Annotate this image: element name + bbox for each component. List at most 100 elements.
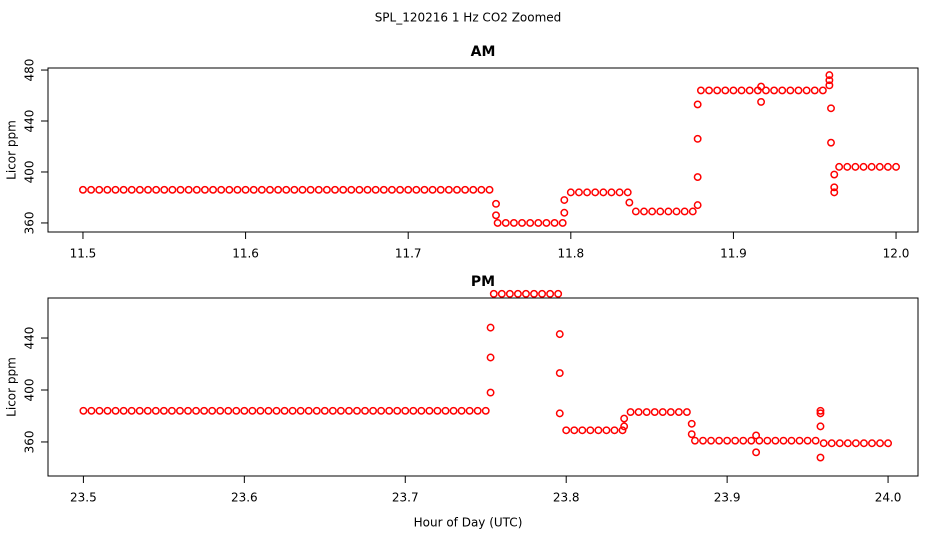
x-axis-label: Hour of Day (UTC) (414, 516, 523, 530)
point (264, 406, 273, 415)
point (827, 138, 835, 147)
point (816, 453, 825, 462)
point (830, 183, 839, 192)
point (184, 185, 193, 194)
point (347, 185, 356, 194)
point (680, 207, 689, 216)
point (825, 76, 834, 85)
point (693, 173, 702, 182)
y-tick-label: 360 (23, 211, 37, 234)
point (344, 406, 353, 415)
point (312, 406, 321, 415)
point (379, 185, 388, 194)
point (176, 406, 184, 415)
point (119, 406, 128, 415)
point (225, 185, 234, 194)
point (843, 162, 852, 171)
point (867, 162, 876, 171)
point (810, 86, 819, 95)
point (827, 439, 836, 448)
x-tick-label: 11.8 (557, 247, 584, 261)
point (444, 185, 453, 194)
point (298, 185, 307, 194)
point (752, 448, 761, 457)
point (562, 426, 571, 435)
point (835, 162, 844, 171)
point (642, 408, 651, 417)
point (778, 86, 787, 95)
point (441, 406, 450, 415)
point (486, 323, 495, 332)
point (465, 406, 474, 415)
point (159, 406, 168, 415)
point (192, 406, 201, 415)
point (420, 185, 429, 194)
y-axis-label: Licor ppm (5, 357, 19, 417)
point (693, 100, 702, 109)
point (656, 207, 665, 216)
point (779, 436, 788, 445)
point (522, 289, 530, 298)
y-tick-label: 400 (23, 379, 37, 402)
point (830, 188, 839, 197)
point (830, 170, 839, 179)
y-tick-label: 400 (23, 161, 37, 184)
point (127, 406, 136, 415)
point (209, 185, 218, 194)
point (184, 406, 192, 415)
point (79, 185, 87, 194)
point (721, 86, 730, 95)
point (282, 185, 291, 194)
point (518, 219, 526, 227)
point (771, 436, 780, 445)
point (492, 211, 500, 220)
point (103, 406, 112, 415)
point (95, 406, 104, 415)
point (843, 439, 852, 448)
point (555, 409, 564, 418)
point (449, 406, 458, 415)
point (739, 436, 748, 445)
x-tick-label: 23.5 (70, 491, 97, 505)
point (272, 406, 281, 415)
point (558, 219, 567, 227)
point (623, 188, 632, 197)
point (393, 406, 402, 415)
point (257, 185, 266, 194)
point (648, 207, 657, 216)
point (160, 185, 169, 194)
point (233, 185, 242, 194)
point (501, 219, 510, 227)
point (481, 406, 490, 415)
point (168, 185, 177, 194)
point (457, 406, 466, 415)
point (693, 201, 702, 210)
point (707, 436, 715, 445)
point (176, 185, 185, 194)
point (762, 86, 770, 95)
point (232, 406, 241, 415)
point (693, 134, 702, 143)
point (835, 439, 844, 448)
point (369, 406, 378, 415)
point (240, 406, 249, 415)
point (550, 219, 559, 227)
point (425, 406, 434, 415)
point (883, 162, 892, 171)
x-tick-label: 23.9 (714, 491, 741, 505)
point (274, 185, 283, 194)
point (802, 86, 811, 95)
point (151, 406, 160, 415)
point (288, 406, 297, 415)
point (602, 426, 611, 435)
point (314, 185, 323, 194)
point (816, 406, 825, 415)
point (87, 406, 96, 415)
point (111, 185, 120, 194)
point (682, 408, 691, 417)
point (469, 185, 478, 194)
point (583, 188, 592, 197)
point (757, 97, 766, 106)
point (224, 406, 233, 415)
point (851, 162, 860, 171)
